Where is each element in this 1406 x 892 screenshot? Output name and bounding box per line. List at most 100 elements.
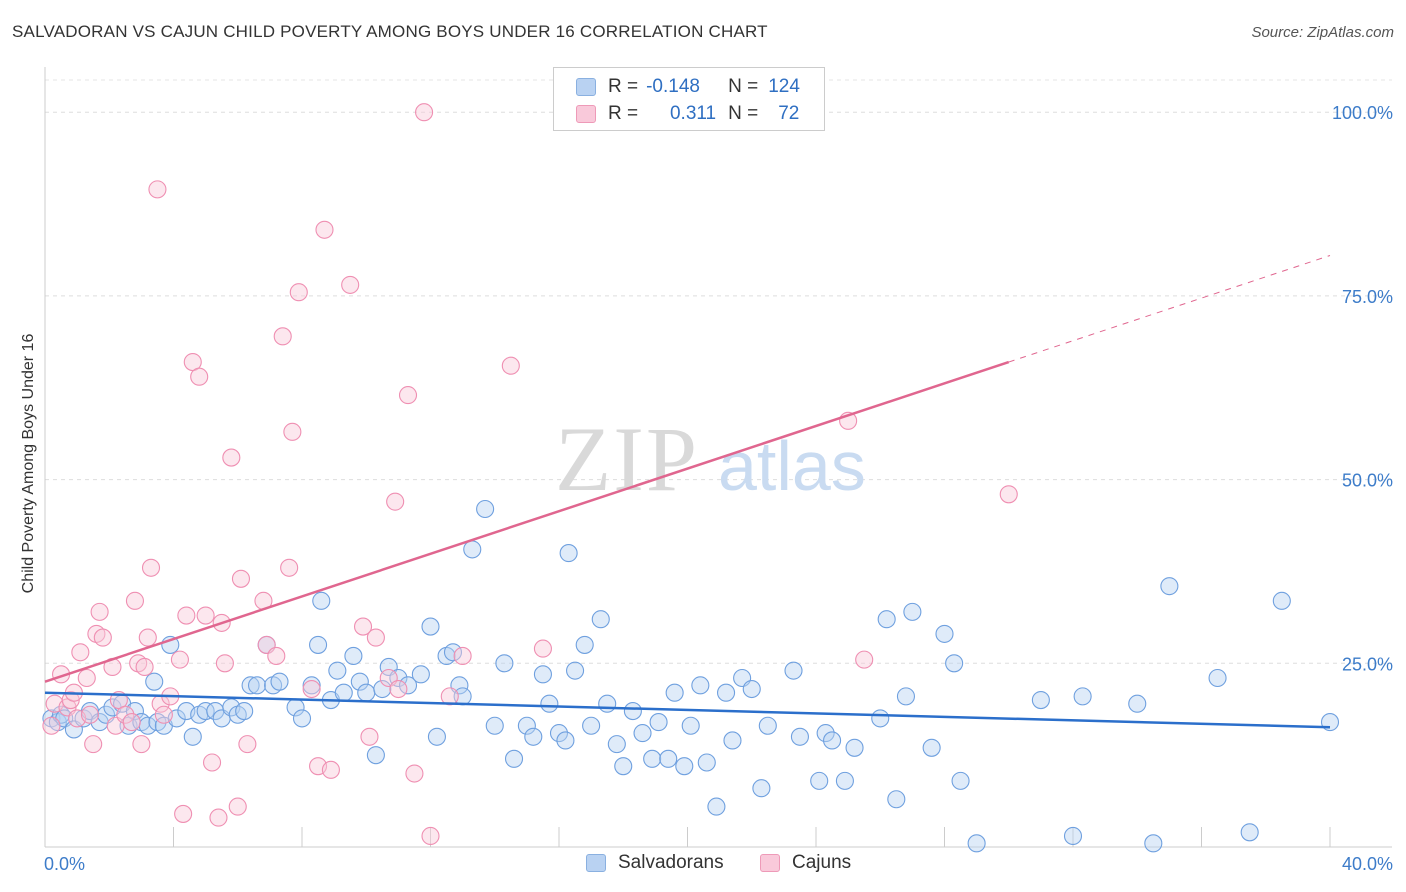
salvadoran-point [524,727,543,746]
legend-label-cajuns: Cajuns [792,852,852,873]
salvadoran-point [312,591,331,610]
salvadoran-point [241,676,260,695]
salvadoran-point [485,716,504,735]
salvadoran-point [643,749,662,768]
salvadoran-point [196,702,215,721]
cajun-point [341,275,360,294]
cajun-point [125,591,144,610]
cajun-point [174,804,193,823]
cajun-point [71,643,90,662]
salvadoran-point [357,683,376,702]
cajun-point [122,713,141,732]
salvadoran-point [366,746,385,765]
salvadoran-point [504,749,524,768]
cajun-point [315,220,334,239]
salvadoran-point [633,724,652,743]
cajun-point [267,646,286,666]
cajun-point [398,386,418,405]
cajun-point [177,606,196,625]
salvadoran-point [398,676,418,695]
salvadoran-point [1063,826,1083,846]
salvadoran-point [350,672,369,691]
salvadoran-point [877,610,896,629]
salvadoran-point [1160,577,1179,596]
y-axis-label: Child Poverty Among Boys Under 16 [20,334,37,594]
salvadoran-point [235,702,254,721]
salvadoran-point [681,716,700,735]
salvadoran-point [427,727,446,746]
cajuns-swatch-icon [576,105,596,123]
salvadoran-point [1031,690,1050,710]
cajun-point [405,764,424,783]
salvadoran-point [675,757,694,776]
r-value: -0.148 [646,76,700,97]
salvadoran-point [784,661,803,680]
chart-title: SALVADORAN VS CAJUN CHILD POVERTY AMONG … [12,22,768,41]
cajun-point [190,367,209,386]
cajun-point [154,705,173,724]
salvadoran-point [566,661,585,680]
salvadoran-point [758,716,777,735]
cajun-point [453,646,472,666]
cajun-point [80,705,100,724]
salvadoran-point [1240,823,1259,842]
cajun-point [533,639,552,658]
salvadoran-point [697,753,716,772]
cajun-point [386,492,405,511]
cajun-point [77,668,96,688]
x-tick-label: 0.0% [44,854,85,874]
y-tick-label: 50.0% [1342,471,1393,491]
cajun-point [273,327,292,346]
salvadoran-point [896,687,916,706]
salvadoran-point [922,738,941,757]
n-value: 124 [768,76,800,97]
legend-item-cajuns[interactable]: Cajuns [760,852,851,874]
salvadoran-point [835,771,854,790]
salvadoran-point [723,731,742,750]
y-tick-label: 75.0% [1342,287,1393,307]
salvadoran-point [145,672,164,691]
cajun-point [999,485,1018,504]
stats-legend: R = -0.148 N = 124 R = 0.311 N = 72 [553,67,825,131]
salvadoran-point [871,709,890,728]
salvadoran-point [495,654,514,673]
stats-legend-row-cajuns: R = 0.311 N = 72 [576,102,799,126]
cajun-point [353,617,373,636]
salvadoran-point [823,731,842,750]
salvadoran-point [575,635,594,654]
salvadoran-trend-line [44,691,1331,729]
salvadoran-point [125,702,144,721]
cajun-point [280,558,299,577]
salvadoran-point [183,727,202,746]
watermark-atlas: atlas [718,427,866,505]
salvadoran-point [659,749,678,768]
x-tick-label: 40.0% [1342,854,1393,874]
legend-item-salvadorans[interactable]: Salvadorans [586,852,724,874]
n-value: 72 [778,103,800,124]
salvadoran-point [292,709,312,728]
cajun-point [421,826,440,846]
salvadoran-point [1128,694,1147,713]
salvadoran-point [945,654,964,673]
salvadoran-point [810,771,829,790]
y-tick-label: 100.0% [1332,103,1393,123]
salvadoran-point [742,679,761,699]
cajun-point [196,606,215,625]
salvadoran-point [549,724,569,743]
salvadoran-point [517,716,536,735]
salvadoran-point [582,716,601,735]
salvadoran-point [707,797,726,816]
cajun-point [222,448,241,467]
salvadoran-point [598,694,617,713]
cajun-trend-extension [1008,255,1331,363]
cajun-point [90,602,109,621]
source-credit: Source: ZipAtlas.com [1251,24,1394,41]
y-tick-label: 25.0% [1342,654,1393,674]
salvadorans-swatch-icon [576,78,596,96]
cajun-point [84,735,103,754]
salvadoran-point [967,834,986,853]
salvadoran-point [533,665,552,684]
salvadoran-point [334,683,353,702]
cajun-point [321,760,340,779]
